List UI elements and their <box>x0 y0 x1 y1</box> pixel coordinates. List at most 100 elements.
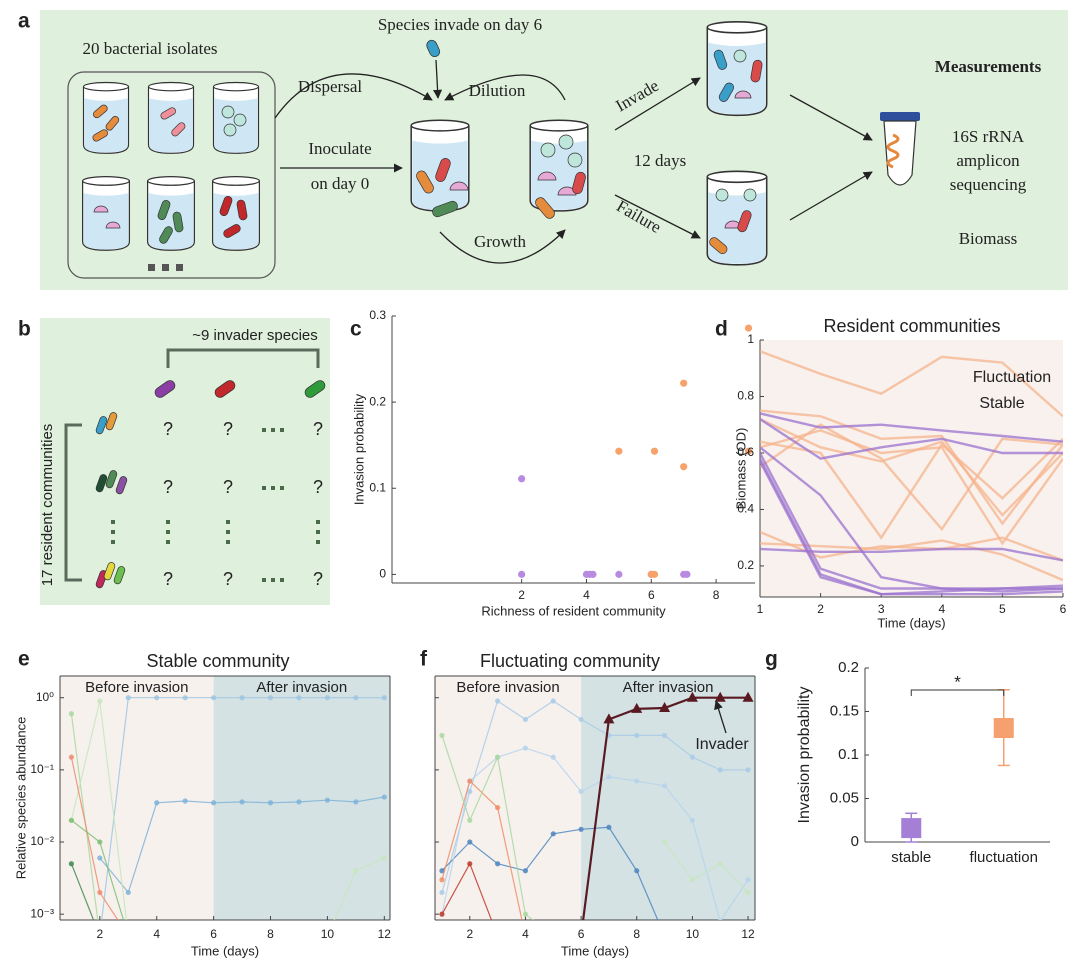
invader <box>214 380 236 398</box>
bracket <box>166 348 320 368</box>
y-tick-label: 0.05 <box>830 789 859 806</box>
region-label: After invasion <box>256 679 347 696</box>
x-tick-label: 2 <box>466 927 473 941</box>
dot <box>166 540 170 544</box>
region-label: Before invasion <box>85 679 188 696</box>
marker <box>745 889 751 896</box>
series-line <box>760 423 1063 532</box>
bacteria <box>92 104 120 142</box>
community <box>416 49 763 255</box>
marker <box>211 800 217 806</box>
x-tick-label: stable <box>891 849 931 866</box>
x-tick-label: 12 <box>741 927 755 941</box>
region <box>60 676 214 920</box>
bacterium <box>558 134 574 150</box>
cell: ? <box>163 477 173 497</box>
label: Dilution <box>469 81 526 100</box>
marker <box>661 839 668 845</box>
dot <box>176 264 183 271</box>
x-tick-label: 5 <box>999 602 1006 616</box>
bacterium <box>105 116 120 131</box>
label: Biomass <box>959 229 1018 248</box>
label: Species invade on day 6 <box>378 15 542 34</box>
marker <box>267 800 274 806</box>
arrow <box>433 59 443 99</box>
y-tick-label: 10⁰ <box>36 690 54 704</box>
dot <box>262 486 266 490</box>
marker <box>126 933 131 938</box>
label: ~9 invader species <box>192 327 318 344</box>
panel-letter: b <box>18 318 31 341</box>
point <box>744 447 753 455</box>
dot <box>280 578 284 582</box>
chart-title: Resident communities <box>823 316 1000 336</box>
series-line <box>760 460 1063 596</box>
annotation: Invader <box>695 736 749 753</box>
marker <box>522 745 529 751</box>
bacterium <box>223 123 237 137</box>
marker <box>296 695 302 701</box>
marker <box>381 855 387 861</box>
marker <box>439 732 445 739</box>
y-tick-label: 0.4 <box>737 502 754 516</box>
cell: ? <box>163 419 173 439</box>
marker <box>353 868 359 874</box>
marker <box>689 754 695 760</box>
marker <box>97 855 103 861</box>
dot <box>280 486 284 490</box>
point <box>518 475 526 483</box>
series-line <box>441 700 748 893</box>
charts: c Invasion probability Richness of residen… <box>13 308 1066 958</box>
marker <box>68 754 74 760</box>
marker <box>239 799 245 805</box>
dot <box>316 540 320 544</box>
y-tick-label: 10⁻³ <box>30 906 54 920</box>
bacterium <box>718 82 735 102</box>
x-tick-label: 8 <box>713 588 720 602</box>
marker <box>439 889 445 896</box>
series-line <box>760 412 1063 443</box>
marker <box>154 800 160 806</box>
label: Dispersal <box>298 77 362 96</box>
bacterium <box>223 224 241 238</box>
dot <box>166 520 170 524</box>
bacterium <box>159 226 173 244</box>
cell: ? <box>163 569 173 589</box>
significance: * <box>954 672 961 691</box>
bacterium <box>734 90 752 99</box>
resident <box>113 566 126 585</box>
marker <box>182 798 188 804</box>
sample-tube <box>880 112 920 186</box>
resident <box>95 474 108 493</box>
series-line <box>664 841 749 893</box>
marker <box>467 778 473 784</box>
marker <box>126 933 131 938</box>
x-axis-title: Time (days) <box>561 943 629 958</box>
bacterium <box>737 210 752 233</box>
label: 12 days <box>634 151 686 170</box>
x-tick-label: 6 <box>210 927 217 941</box>
y-tick-label: 0.2 <box>838 659 859 676</box>
dot <box>262 578 266 582</box>
ellipsis-dots <box>111 428 320 582</box>
bacterium <box>567 152 583 168</box>
x-tick-label: 4 <box>583 588 590 602</box>
marker <box>182 695 188 701</box>
tube <box>706 170 768 266</box>
dot <box>262 428 266 432</box>
marker <box>353 799 359 805</box>
y-tick-label: 0.3 <box>369 308 386 322</box>
x-axis-title: Time (days) <box>877 615 945 630</box>
y-tick-label: 0.2 <box>737 558 754 572</box>
bacterium <box>416 170 434 194</box>
series-group <box>68 695 387 938</box>
point <box>680 379 688 387</box>
resident <box>103 562 116 581</box>
label: on day 0 <box>311 174 370 193</box>
marker <box>495 861 501 867</box>
series-line <box>760 350 1063 418</box>
marker <box>717 767 723 773</box>
point <box>683 570 691 578</box>
point <box>615 447 623 455</box>
